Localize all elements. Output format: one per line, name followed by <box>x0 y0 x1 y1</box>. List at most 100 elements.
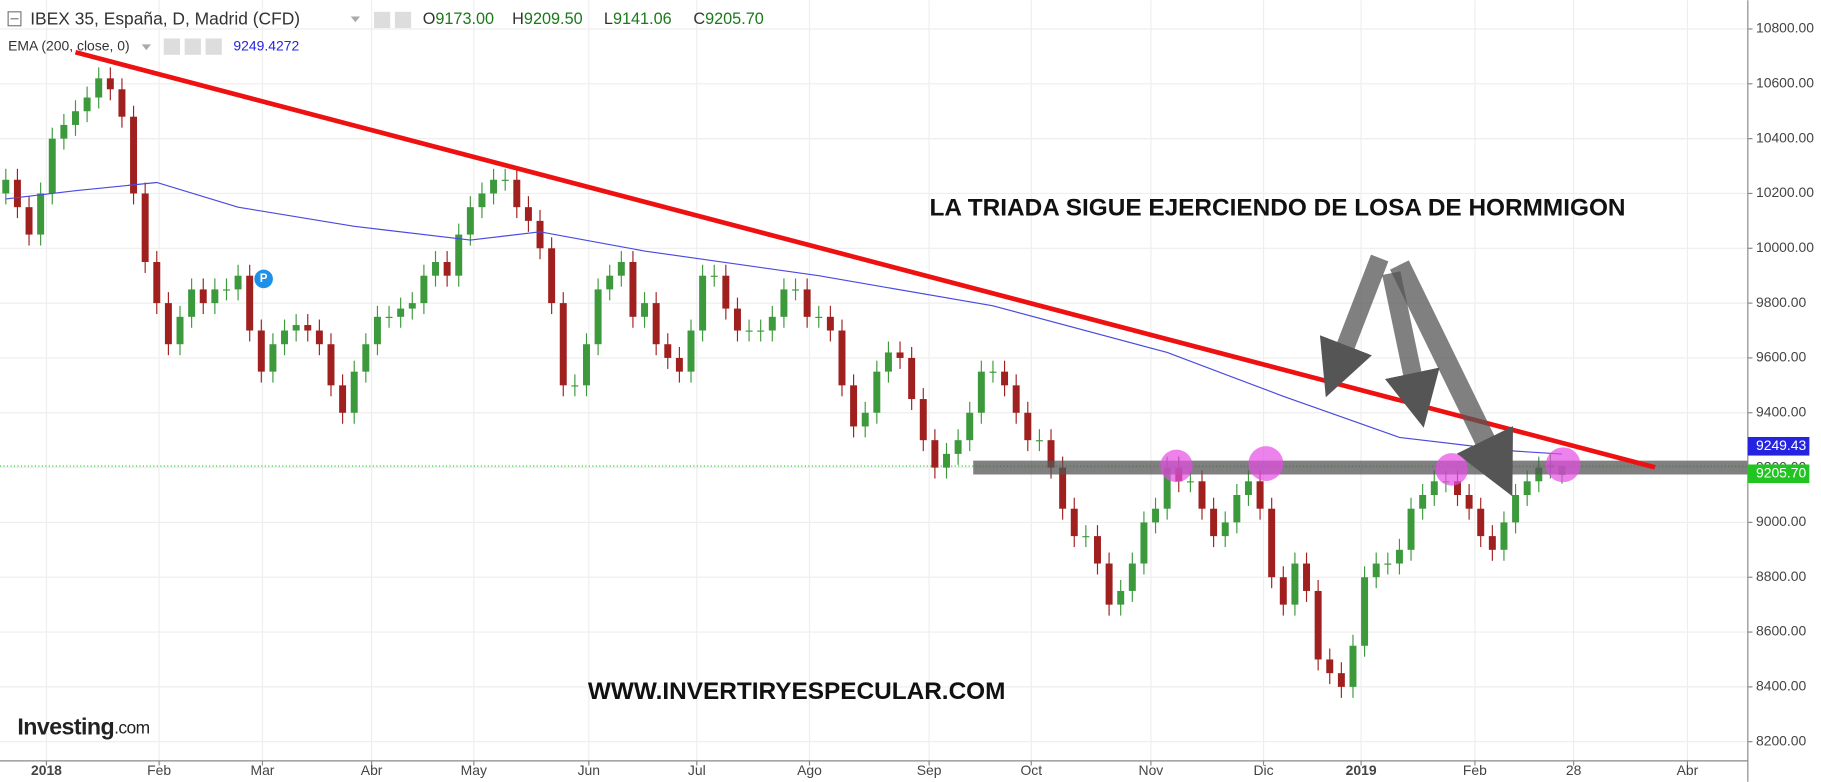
settings-icon[interactable] <box>163 38 181 55</box>
logo: Investing.com <box>17 714 149 740</box>
candle-body <box>919 399 927 441</box>
candle-body <box>1372 563 1380 578</box>
candle-body <box>1198 481 1206 509</box>
candle-body <box>37 193 45 235</box>
candle-body <box>420 275 428 304</box>
candle-body <box>350 371 358 413</box>
candle-body <box>1256 481 1264 509</box>
x-tick-label: Jun <box>578 762 600 778</box>
candle-body <box>1244 481 1252 495</box>
candle-body <box>966 412 974 441</box>
candle-body <box>281 330 289 345</box>
candle-body <box>408 303 416 309</box>
candle-body <box>1047 440 1055 468</box>
logo-suffix: .com <box>114 717 149 737</box>
candle-body <box>199 289 207 304</box>
candle-body <box>141 193 149 262</box>
collapse-icon[interactable] <box>7 11 22 27</box>
candle-body <box>757 330 765 332</box>
ohlc-legend: O9173.00 H9209.50 L9141.06 C9205.70 <box>423 10 764 28</box>
settings-icon[interactable] <box>394 11 412 29</box>
ema-value: 9249.4272 <box>233 37 299 53</box>
ohlc-item: L9141.06 <box>604 10 672 28</box>
x-tick-label: Abr <box>1677 762 1699 778</box>
y-tick-label: 9600.00 <box>1756 349 1807 365</box>
dropdown-icon[interactable] <box>350 16 361 23</box>
candle-body <box>826 316 834 331</box>
y-tick-label: 10800.00 <box>1756 20 1814 36</box>
candle-body <box>884 352 892 372</box>
candle-body <box>1488 536 1496 550</box>
highlight-circle <box>1160 449 1193 483</box>
candle-body <box>95 78 103 98</box>
candle-body <box>548 248 556 304</box>
candle-body <box>989 371 997 373</box>
highlight-circle <box>1545 447 1581 483</box>
ema-legend: EMA (200, close, 0) <box>8 37 129 53</box>
candle-body <box>768 316 776 331</box>
candle-body <box>617 261 625 276</box>
candle-body <box>1430 481 1438 495</box>
candle-body <box>722 275 730 309</box>
candle-body <box>896 352 904 358</box>
candle-body <box>211 289 219 304</box>
candle-body <box>594 289 602 345</box>
candle-body <box>1140 522 1148 564</box>
candle-body <box>292 325 300 331</box>
candle-body <box>908 357 916 400</box>
ohlc-key: O <box>423 10 436 28</box>
price-tag-label: 9249.43 <box>1756 437 1807 453</box>
y-tick-label: 8800.00 <box>1756 568 1807 584</box>
candle-body <box>861 412 869 427</box>
candle-body <box>571 385 579 387</box>
candle-body <box>1210 508 1218 537</box>
candle-body <box>455 234 463 276</box>
event-marker[interactable] <box>254 269 273 289</box>
candle-body <box>850 385 858 427</box>
arrow <box>1390 260 1513 497</box>
y-tick-label: 9800.00 <box>1756 294 1807 310</box>
candle-body <box>1419 494 1427 509</box>
x-tick-label: Ago <box>797 762 822 778</box>
candle-body <box>130 116 138 194</box>
candle-body <box>606 275 614 290</box>
candle-body <box>25 207 33 235</box>
x-tick-label: 2019 <box>1346 762 1377 778</box>
ohlc-value: 9209.50 <box>524 10 583 28</box>
candle-body <box>1070 508 1078 537</box>
dropdown-icon[interactable] <box>141 44 151 51</box>
x-tick-label: Jul <box>688 762 706 778</box>
candle-body <box>1268 508 1276 578</box>
close-icon[interactable] <box>205 38 222 55</box>
y-tick-label: 9400.00 <box>1756 403 1807 419</box>
candle-body <box>699 275 707 331</box>
candle-body <box>1186 481 1194 483</box>
candle-body <box>815 316 823 318</box>
ohlc-key: L <box>604 10 613 28</box>
candle-body <box>1326 659 1334 674</box>
candle-body <box>373 316 381 345</box>
ohlc-item: H9209.50 <box>512 10 582 28</box>
ema-line <box>5 181 1563 455</box>
ohlc-item: O9173.00 <box>423 10 494 28</box>
arrow <box>1319 254 1389 398</box>
logo-brand: Investing <box>17 714 114 740</box>
y-tick-label: 8200.00 <box>1756 732 1807 748</box>
candle-body <box>536 220 544 249</box>
candle-body <box>954 440 962 454</box>
candle-body <box>792 289 800 291</box>
settings-icon[interactable] <box>373 11 391 29</box>
candle-body <box>13 179 21 208</box>
y-tick-label: 10600.00 <box>1756 74 1814 90</box>
candle-body <box>1128 563 1136 591</box>
y-tick-label: 10400.00 <box>1756 129 1814 145</box>
candle-body <box>478 193 486 208</box>
candle-body <box>838 330 846 386</box>
x-tick-label: Feb <box>147 762 171 778</box>
candle-body <box>188 289 196 317</box>
event-marker-label: P <box>260 272 268 285</box>
price-tag-label: 9205.70 <box>1756 464 1807 480</box>
settings-icon[interactable] <box>184 38 201 55</box>
candle-body <box>1337 673 1345 687</box>
